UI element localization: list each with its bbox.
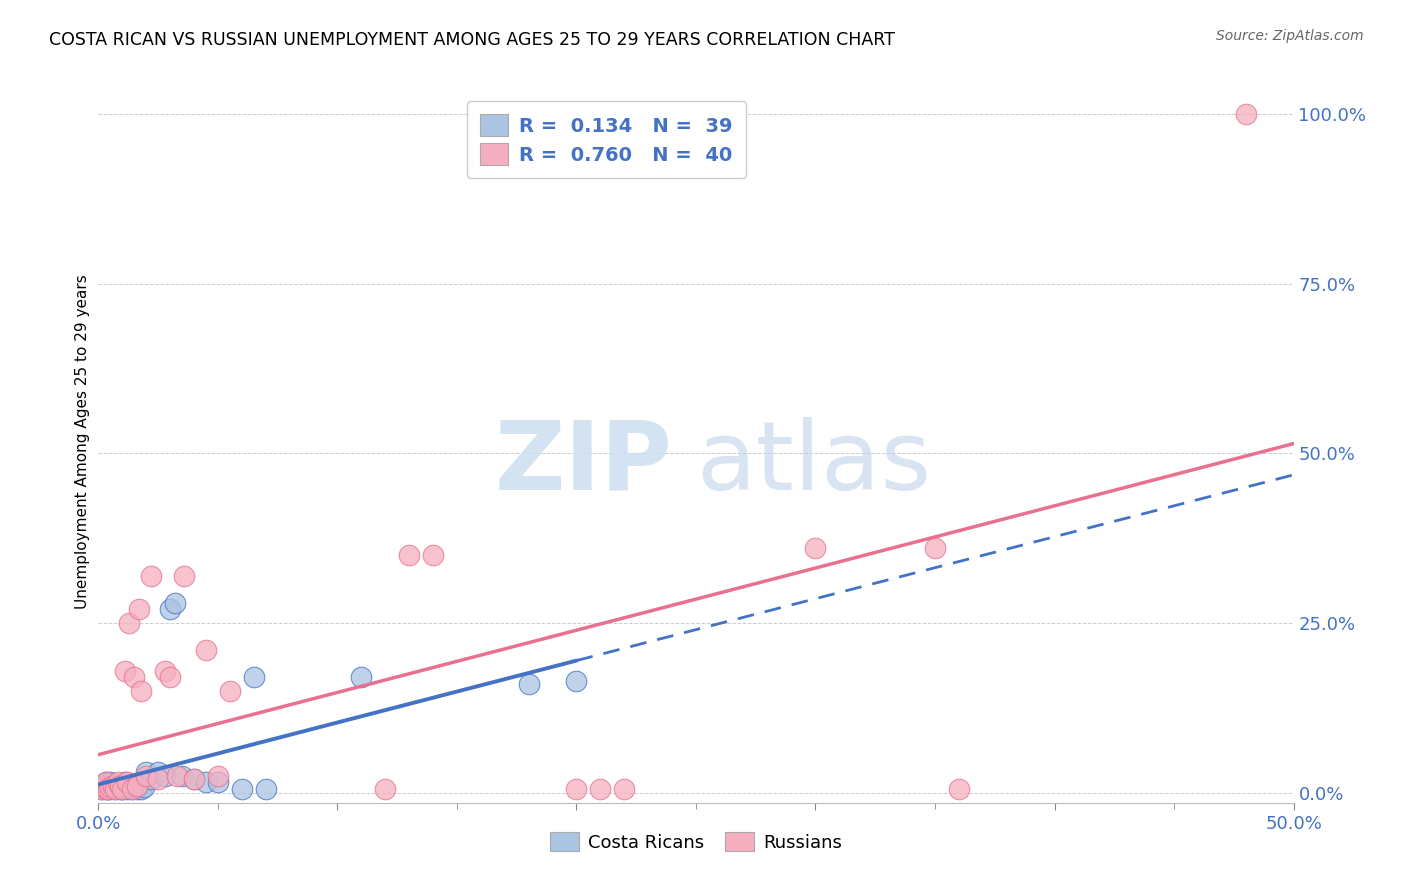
Point — [108, 782, 131, 797]
Point — [183, 772, 205, 786]
Y-axis label: Unemployment Among Ages 25 to 29 years: Unemployment Among Ages 25 to 29 years — [75, 274, 90, 609]
Point — [90, 782, 112, 797]
Point — [104, 782, 127, 797]
Point — [350, 670, 373, 684]
Point — [94, 775, 117, 789]
Point — [91, 779, 114, 793]
Point — [804, 541, 827, 556]
Point — [613, 782, 636, 797]
Point — [98, 782, 122, 797]
Point — [159, 670, 181, 684]
Text: COSTA RICAN VS RUSSIAN UNEMPLOYMENT AMONG AGES 25 TO 29 YEARS CORRELATION CHART: COSTA RICAN VS RUSSIAN UNEMPLOYMENT AMON… — [49, 31, 896, 49]
Point — [132, 780, 155, 795]
Point — [924, 541, 946, 556]
Point — [111, 782, 134, 797]
Point — [148, 772, 170, 786]
Point — [195, 775, 218, 789]
Point — [948, 782, 970, 797]
Point — [231, 782, 253, 797]
Point — [111, 779, 134, 793]
Point — [139, 568, 162, 582]
Point — [97, 782, 120, 797]
Point — [517, 677, 540, 691]
Point — [125, 779, 148, 793]
Point — [121, 782, 143, 797]
Point — [124, 670, 146, 684]
Point — [128, 779, 150, 793]
Point — [97, 782, 120, 797]
Point — [97, 779, 120, 793]
Point — [243, 670, 266, 684]
Point — [98, 775, 122, 789]
Point — [155, 664, 177, 678]
Point — [207, 769, 229, 783]
Point — [90, 782, 112, 797]
Text: Source: ZipAtlas.com: Source: ZipAtlas.com — [1216, 29, 1364, 43]
Text: atlas: atlas — [696, 417, 931, 509]
Point — [159, 602, 181, 616]
Point — [131, 782, 153, 797]
Point — [115, 775, 138, 789]
Point — [565, 782, 588, 797]
Point — [207, 775, 229, 789]
Point — [398, 548, 420, 562]
Point — [565, 673, 588, 688]
Point — [589, 782, 612, 797]
Point — [183, 772, 205, 786]
Point — [118, 615, 141, 630]
Text: ZIP: ZIP — [494, 417, 672, 509]
Point — [124, 780, 146, 795]
Point — [101, 779, 124, 793]
Point — [107, 780, 129, 795]
Point — [166, 769, 188, 783]
Point — [115, 782, 138, 797]
Point — [254, 782, 277, 797]
Point — [128, 602, 150, 616]
Point — [131, 684, 153, 698]
Legend: Costa Ricans, Russians: Costa Ricans, Russians — [543, 824, 849, 859]
Point — [94, 782, 117, 797]
Point — [104, 782, 127, 797]
Point — [172, 769, 194, 783]
Point — [135, 765, 157, 780]
Point — [94, 782, 117, 797]
Point — [1234, 107, 1257, 121]
Point — [139, 772, 162, 786]
Point — [148, 765, 170, 780]
Point — [114, 664, 136, 678]
Point — [121, 782, 143, 797]
Point — [125, 782, 148, 797]
Point — [219, 684, 242, 698]
Point — [173, 568, 195, 582]
Point — [118, 779, 141, 793]
Point — [91, 779, 114, 793]
Point — [101, 779, 124, 793]
Point — [374, 782, 396, 797]
Point — [163, 596, 186, 610]
Point — [114, 775, 136, 789]
Point — [108, 779, 131, 793]
Point — [98, 780, 122, 795]
Point — [107, 775, 129, 789]
Point — [135, 769, 157, 783]
Point — [111, 782, 134, 797]
Point — [422, 548, 444, 562]
Point — [94, 775, 117, 789]
Point — [195, 643, 218, 657]
Point — [155, 769, 177, 783]
